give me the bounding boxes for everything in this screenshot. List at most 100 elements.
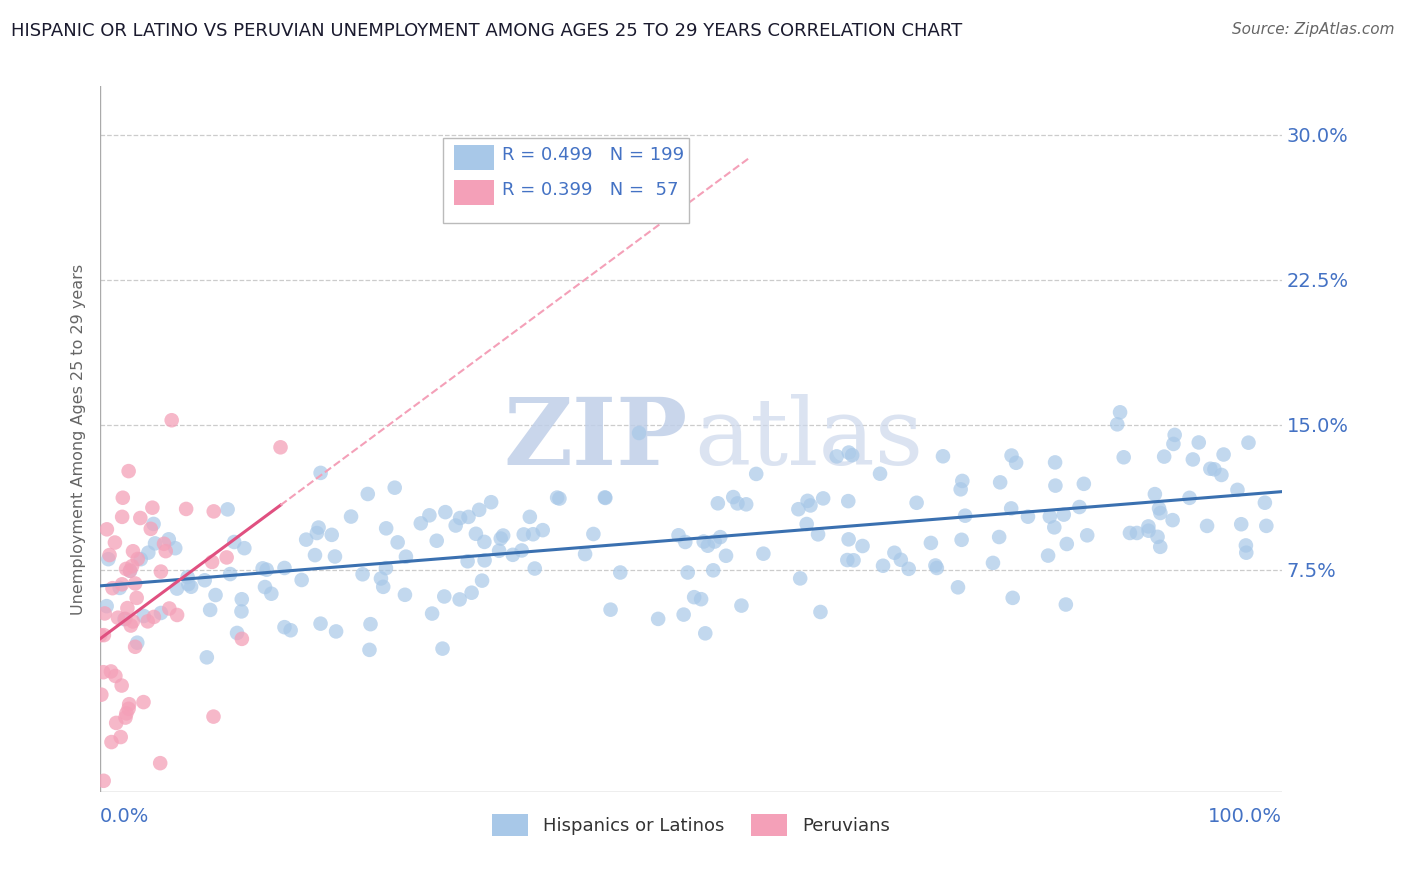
Point: [1226, 483, 1249, 497]
Point: [703, 534, 725, 549]
Point: [280, 624, 302, 638]
Point: [1234, 546, 1257, 560]
Point: [93, 773, 115, 788]
Point: [869, 467, 891, 481]
Point: [108, 581, 131, 595]
Point: [723, 490, 745, 504]
Point: [115, 562, 138, 576]
Point: [1212, 448, 1234, 462]
Point: [111, 679, 134, 693]
Point: [789, 571, 811, 585]
Point: [340, 509, 363, 524]
Point: [233, 541, 256, 556]
Point: [434, 505, 457, 519]
Point: [231, 632, 253, 646]
Point: [142, 610, 165, 624]
Point: [176, 570, 198, 584]
Point: [1056, 537, 1078, 551]
Point: [609, 566, 631, 580]
Point: [305, 526, 328, 541]
Point: [394, 588, 416, 602]
Point: [384, 481, 406, 495]
Point: [132, 695, 155, 709]
Point: [842, 553, 865, 567]
Point: [546, 491, 568, 505]
Point: [647, 612, 669, 626]
Legend: Hispanics or Latinos, Peruvians: Hispanics or Latinos, Peruvians: [485, 806, 897, 843]
Point: [811, 491, 834, 506]
Point: [115, 706, 138, 721]
Point: [374, 561, 396, 575]
Point: [1137, 519, 1160, 533]
Point: [752, 547, 775, 561]
Point: [1163, 428, 1185, 442]
Point: [1000, 501, 1022, 516]
Point: [395, 549, 418, 564]
Point: [787, 502, 810, 516]
Point: [160, 413, 183, 427]
Point: [149, 756, 172, 771]
Point: [925, 561, 948, 575]
Point: [325, 624, 347, 639]
Point: [122, 615, 145, 629]
Point: [692, 534, 714, 549]
Point: [127, 635, 149, 649]
Point: [98, 548, 121, 562]
Point: [360, 617, 382, 632]
Text: 0.0%: 0.0%: [100, 807, 149, 826]
Point: [90, 688, 112, 702]
Point: [714, 549, 737, 563]
Text: atlas: atlas: [695, 394, 924, 484]
Point: [323, 549, 346, 564]
Point: [810, 605, 832, 619]
Point: [1204, 462, 1226, 476]
Point: [1178, 491, 1201, 505]
Point: [111, 509, 134, 524]
Point: [449, 511, 471, 525]
Point: [100, 735, 122, 749]
Point: [1001, 591, 1024, 605]
Point: [231, 592, 253, 607]
Point: [373, 580, 395, 594]
Point: [121, 559, 143, 574]
Point: [96, 522, 118, 536]
Point: [1005, 456, 1028, 470]
Point: [96, 599, 118, 614]
Point: [1126, 525, 1149, 540]
Point: [796, 494, 818, 508]
Point: [1039, 509, 1062, 524]
Point: [1256, 519, 1278, 533]
Point: [582, 527, 605, 541]
Point: [702, 563, 724, 577]
Point: [548, 491, 571, 506]
Point: [920, 536, 942, 550]
Point: [359, 643, 381, 657]
Point: [117, 702, 139, 716]
Point: [1107, 417, 1129, 432]
Point: [174, 502, 197, 516]
Point: [1234, 538, 1257, 552]
Point: [1109, 405, 1132, 419]
Point: [1188, 435, 1211, 450]
Point: [593, 491, 616, 505]
Point: [695, 626, 717, 640]
Text: Source: ZipAtlas.com: Source: ZipAtlas.com: [1232, 22, 1395, 37]
Point: [1147, 501, 1170, 516]
Point: [125, 591, 148, 605]
Point: [696, 539, 718, 553]
Point: [924, 558, 946, 573]
Point: [1149, 506, 1171, 520]
Point: [111, 577, 134, 591]
Text: R = 0.499   N = 199: R = 0.499 N = 199: [502, 146, 685, 164]
Point: [672, 607, 695, 622]
Point: [1199, 462, 1222, 476]
Point: [599, 602, 621, 616]
Point: [215, 550, 238, 565]
Point: [574, 547, 596, 561]
Point: [1146, 530, 1168, 544]
Point: [471, 574, 494, 588]
Point: [104, 535, 127, 549]
Point: [512, 527, 534, 541]
Point: [166, 582, 188, 596]
Point: [142, 516, 165, 531]
